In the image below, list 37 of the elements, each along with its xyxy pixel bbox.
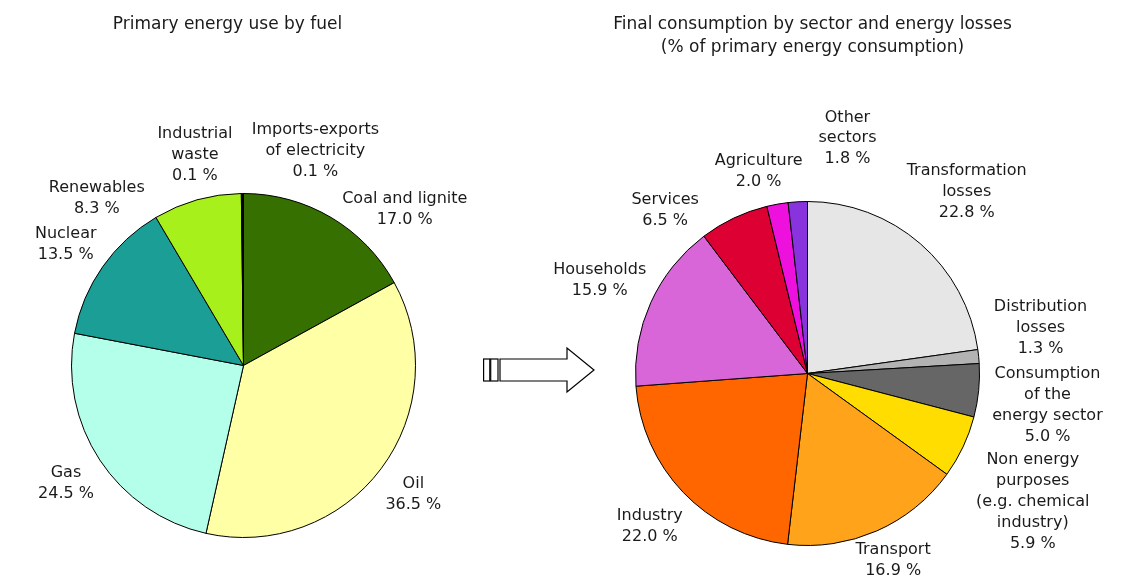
data-label: 1.3 % — [1017, 337, 1064, 357]
data-label: 8.3 % — [73, 198, 120, 218]
slice-label: Nuclear — [34, 222, 97, 242]
slice-label: Transformation losses — [905, 159, 1027, 200]
data-label: 13.5 % — [37, 243, 94, 263]
data-label: 5.9 % — [1009, 532, 1056, 552]
data-label: 2.0 % — [735, 171, 782, 191]
data-label: 17.0 % — [376, 208, 433, 228]
data-label: 16.9 % — [865, 559, 922, 579]
chart-subtitle: (% of primary energy consumption) — [660, 35, 965, 56]
slice-label: Non energy purposes (e.g. chemical industry) — [976, 449, 1090, 531]
slice-label: Other sectors — [818, 106, 877, 147]
slice-label: Transport — [854, 539, 931, 559]
data-label: 1.8 % — [824, 148, 871, 168]
slice-label: Households — [553, 259, 647, 279]
data-label: 0.1 % — [172, 165, 218, 184]
data-label: 0.1 % — [292, 160, 339, 180]
slice-label: Oil — [402, 473, 425, 493]
slice-label: Industrial waste — [157, 123, 233, 164]
slice-label: Distribution losses — [993, 296, 1088, 337]
chart-title: Final consumption by sector and energy losses — [613, 12, 1012, 33]
data-label: 36.5 % — [385, 493, 442, 513]
chart-title: Primary energy use by fuel — [112, 12, 343, 33]
data-label: 22.8 % — [938, 201, 995, 221]
slice-label: Coal and lignite — [342, 187, 468, 207]
data-label: 24.5 % — [38, 483, 94, 503]
data-label: 22.0 % — [621, 525, 678, 545]
slice-label: Renewables — [48, 177, 145, 197]
slice-label: Services — [631, 189, 699, 209]
data-label: 15.9 % — [571, 280, 628, 300]
data-label: 6.5 % — [642, 210, 688, 230]
slice-label: Consumption of the energy sector — [992, 363, 1104, 425]
slice-label: Gas — [50, 462, 82, 482]
data-label: 5.0 % — [1024, 425, 1071, 445]
slice-label: Agriculture — [714, 150, 803, 170]
slice-label: Imports-exports of electricity — [251, 118, 380, 159]
slice-label: Industry — [616, 504, 683, 524]
